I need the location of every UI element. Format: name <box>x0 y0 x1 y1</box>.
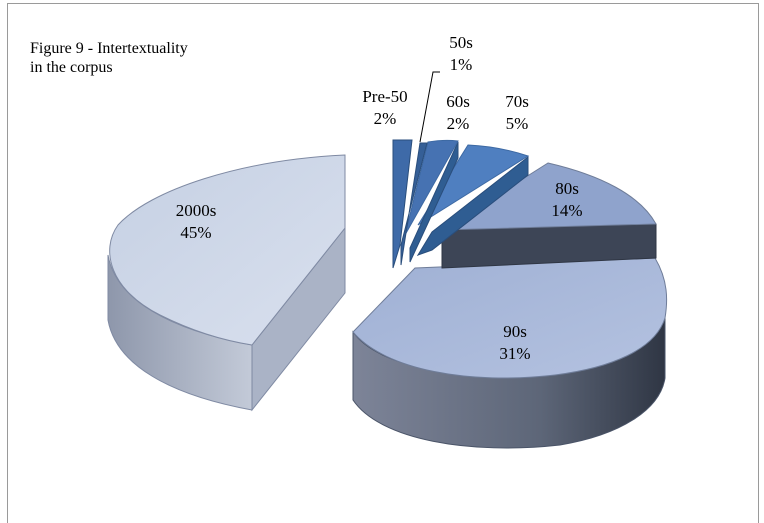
slice-value-70s: 5% <box>506 114 529 133</box>
slice-2000s-top <box>109 154 346 346</box>
slice-label-50s: 50s <box>449 33 473 52</box>
slice-70s-side <box>416 155 529 256</box>
slice-value-50s: 1% <box>450 55 473 74</box>
pie-labels: Pre-50 2% 50s 1% 60s 2% 70s 5% 80s 14% 90s 31% 2000s… <box>176 33 583 363</box>
slice-60s-top <box>404 139 459 236</box>
slice-label-80s: 80s <box>555 179 579 198</box>
slice-pre50-top <box>392 139 413 269</box>
slice-label-2000s: 2000s <box>176 201 217 220</box>
chart-title: Figure 9 - Intertextuality in the corpus <box>30 40 188 76</box>
slice-90s-top <box>352 257 668 379</box>
slice-label-pre50: Pre-50 <box>362 87 407 106</box>
label-leader-line-50s <box>419 71 440 143</box>
slice-value-60s: 2% <box>447 114 470 133</box>
slice-70s-top <box>417 144 530 226</box>
slice-value-2000s: 45% <box>180 223 211 242</box>
slice-value-80s: 14% <box>551 201 582 220</box>
slice-label-60s: 60s <box>446 92 470 111</box>
slice-label-90s: 90s <box>503 322 527 341</box>
slice-50s-top <box>400 142 428 266</box>
chart-frame <box>7 3 759 523</box>
slice-value-90s: 31% <box>499 344 530 363</box>
slice-value-pre50: 2% <box>374 109 397 128</box>
pie-slices <box>107 71 668 449</box>
slice-80s-top <box>440 162 657 231</box>
slice-label-70s: 70s <box>505 92 529 111</box>
